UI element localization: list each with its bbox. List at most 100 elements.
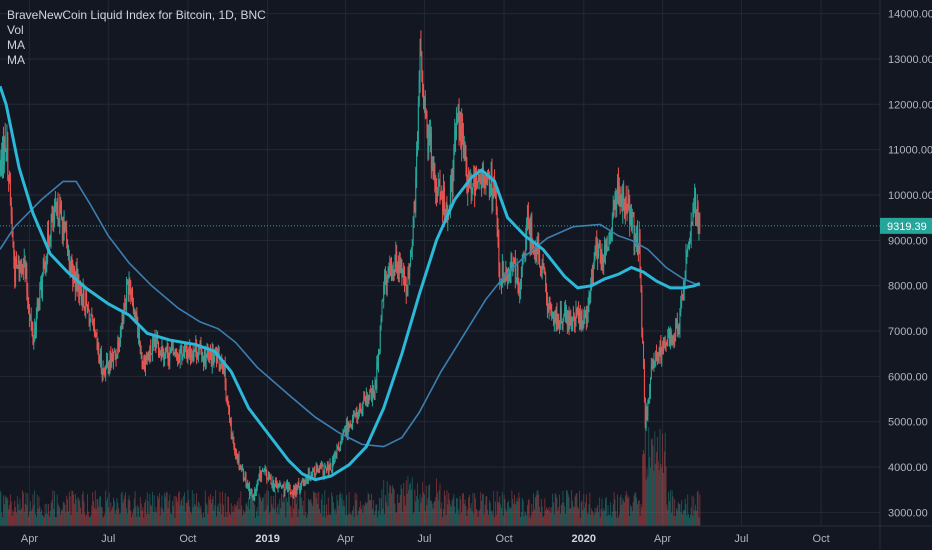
candle-body [168, 359, 170, 363]
candle-body [584, 313, 586, 315]
candle-body [654, 360, 656, 362]
volume-bar [488, 500, 490, 526]
candle-body [622, 192, 624, 212]
candle-body [483, 179, 485, 182]
volume-bar [657, 461, 659, 526]
candle-body [287, 486, 289, 488]
volume-bar [585, 502, 586, 526]
candle-body [578, 310, 580, 323]
candle-body [302, 481, 304, 484]
volume-bar [558, 507, 560, 526]
candle-body [611, 212, 613, 233]
candle-body [481, 178, 483, 184]
volume-bar [443, 509, 444, 526]
volume-bar [481, 494, 483, 526]
price-tick-label: 3000.00 [888, 507, 928, 519]
candle-body [38, 299, 40, 311]
volume-bar [341, 494, 343, 526]
volume-bar [93, 507, 95, 526]
volume-bar [598, 511, 599, 526]
volume-bar [517, 501, 519, 526]
candle-body [541, 262, 543, 274]
volume-bar [307, 514, 308, 526]
volume-bar [152, 512, 154, 526]
candle-body [29, 316, 31, 320]
indicator-vol[interactable]: Vol [7, 23, 24, 37]
volume-bar [11, 515, 13, 526]
candle-body [143, 358, 145, 366]
volume-bar [224, 492, 226, 526]
candle-body [318, 468, 320, 472]
volume-bar [333, 502, 334, 526]
indicator-ma-2[interactable]: MA [7, 53, 25, 67]
volume-bar [694, 510, 696, 526]
volume-bar [426, 505, 428, 526]
volume-bar [272, 507, 274, 526]
candle-body [208, 353, 210, 356]
candle-body [330, 463, 332, 471]
volume-bar [346, 514, 348, 526]
volume-bar [501, 507, 502, 526]
volume-bar [393, 489, 395, 526]
candle-body [212, 348, 214, 363]
volume-bar [143, 517, 145, 526]
candle-body [668, 328, 670, 338]
indicator-ma-1[interactable]: MA [7, 38, 25, 52]
volume-bar [685, 503, 687, 526]
volume-bar [404, 505, 406, 526]
candle-body [248, 485, 250, 496]
volume-bar [533, 493, 534, 526]
candle-body [655, 350, 657, 361]
candle-body [495, 198, 497, 209]
candle-body [246, 483, 248, 486]
volume-bar [462, 493, 463, 526]
volume-bar [194, 504, 196, 526]
volume-bar [300, 497, 302, 526]
candle-body [553, 312, 554, 324]
candle-body [552, 312, 554, 319]
volume-bar [525, 512, 527, 526]
volume-bar [565, 513, 567, 526]
volume-bar [428, 485, 430, 526]
volume-bar [36, 494, 38, 526]
candle-body [100, 353, 102, 370]
candle-body [98, 343, 100, 356]
volume-bar [691, 495, 693, 526]
volume-bar [504, 499, 506, 526]
price-axis[interactable]: 3000.004000.005000.006000.007000.008000.… [879, 0, 932, 550]
volume-bar [182, 505, 184, 526]
candle-body [132, 291, 133, 303]
volume-bar [378, 510, 379, 526]
candle-body [383, 285, 385, 300]
volume-bar [617, 494, 619, 526]
candle-body [314, 474, 316, 476]
candle-body [430, 133, 431, 143]
volume-bar [683, 510, 685, 526]
candle-body [201, 348, 203, 362]
volume-bar [48, 516, 50, 526]
volume-bar [31, 508, 33, 526]
candle-body [590, 283, 592, 299]
price-tick-label: 8000.00 [888, 281, 928, 293]
candle-body [319, 466, 321, 472]
volume-bar [408, 490, 410, 526]
time-tick-label: Oct [496, 533, 513, 545]
candle-body [549, 299, 551, 306]
candle-body [578, 312, 580, 323]
volume-bar [487, 509, 489, 526]
candle-body [108, 368, 110, 374]
candle-body [359, 405, 361, 410]
volume-bar [514, 504, 516, 526]
volume-bar [71, 490, 73, 526]
candle-body [181, 351, 183, 361]
chart-title[interactable]: BraveNewCoin Liquid Index for Bitcoin, 1… [7, 8, 266, 22]
volume-bar [370, 500, 372, 526]
candle-body [635, 236, 637, 244]
time-axis[interactable]: Apr Jul Oct 2019 Apr Jul Oct 2020 Apr Jul Oct [0, 525, 932, 545]
volume-bar [499, 496, 501, 526]
candle-body [696, 207, 698, 215]
candle-body [50, 220, 52, 239]
volume-bar [600, 508, 602, 526]
